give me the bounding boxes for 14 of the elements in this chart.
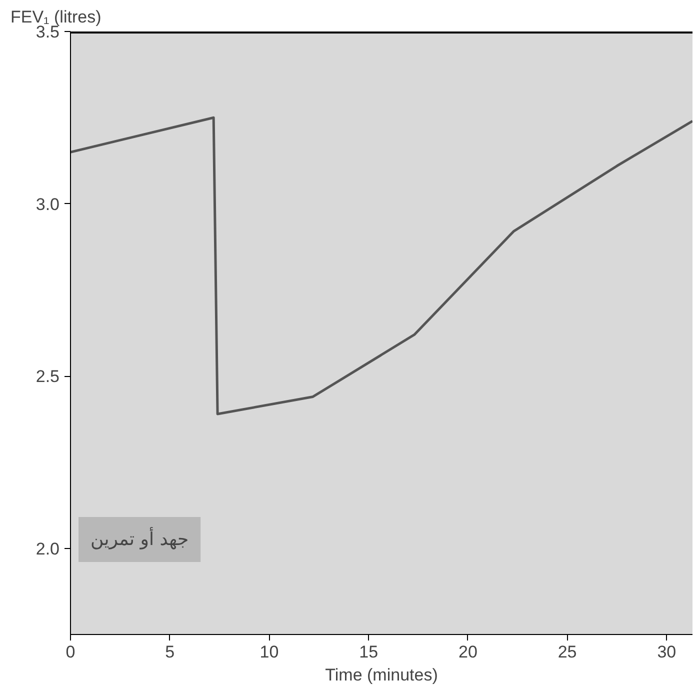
x-tick-label: 10 [260, 642, 279, 662]
y-tick-label: 3.0 [36, 194, 60, 214]
x-tick-label: 0 [66, 642, 76, 662]
y-tick-label: 2.0 [36, 539, 60, 558]
x-axis-title: Time (minutes) [325, 666, 438, 684]
x-tick-label: 30 [657, 642, 676, 662]
annotation: جهد أو تمرين [90, 527, 189, 550]
y-tick-label: 2.5 [36, 367, 60, 386]
x-tick-label: 15 [359, 642, 378, 662]
x-tick-label: 5 [165, 642, 175, 662]
line-series [70, 116, 692, 416]
x-tick-label: 20 [458, 642, 478, 662]
y-axis-title: FEV₁ (litres) [10, 8, 102, 26]
x-tick-label: 25 [558, 642, 577, 662]
